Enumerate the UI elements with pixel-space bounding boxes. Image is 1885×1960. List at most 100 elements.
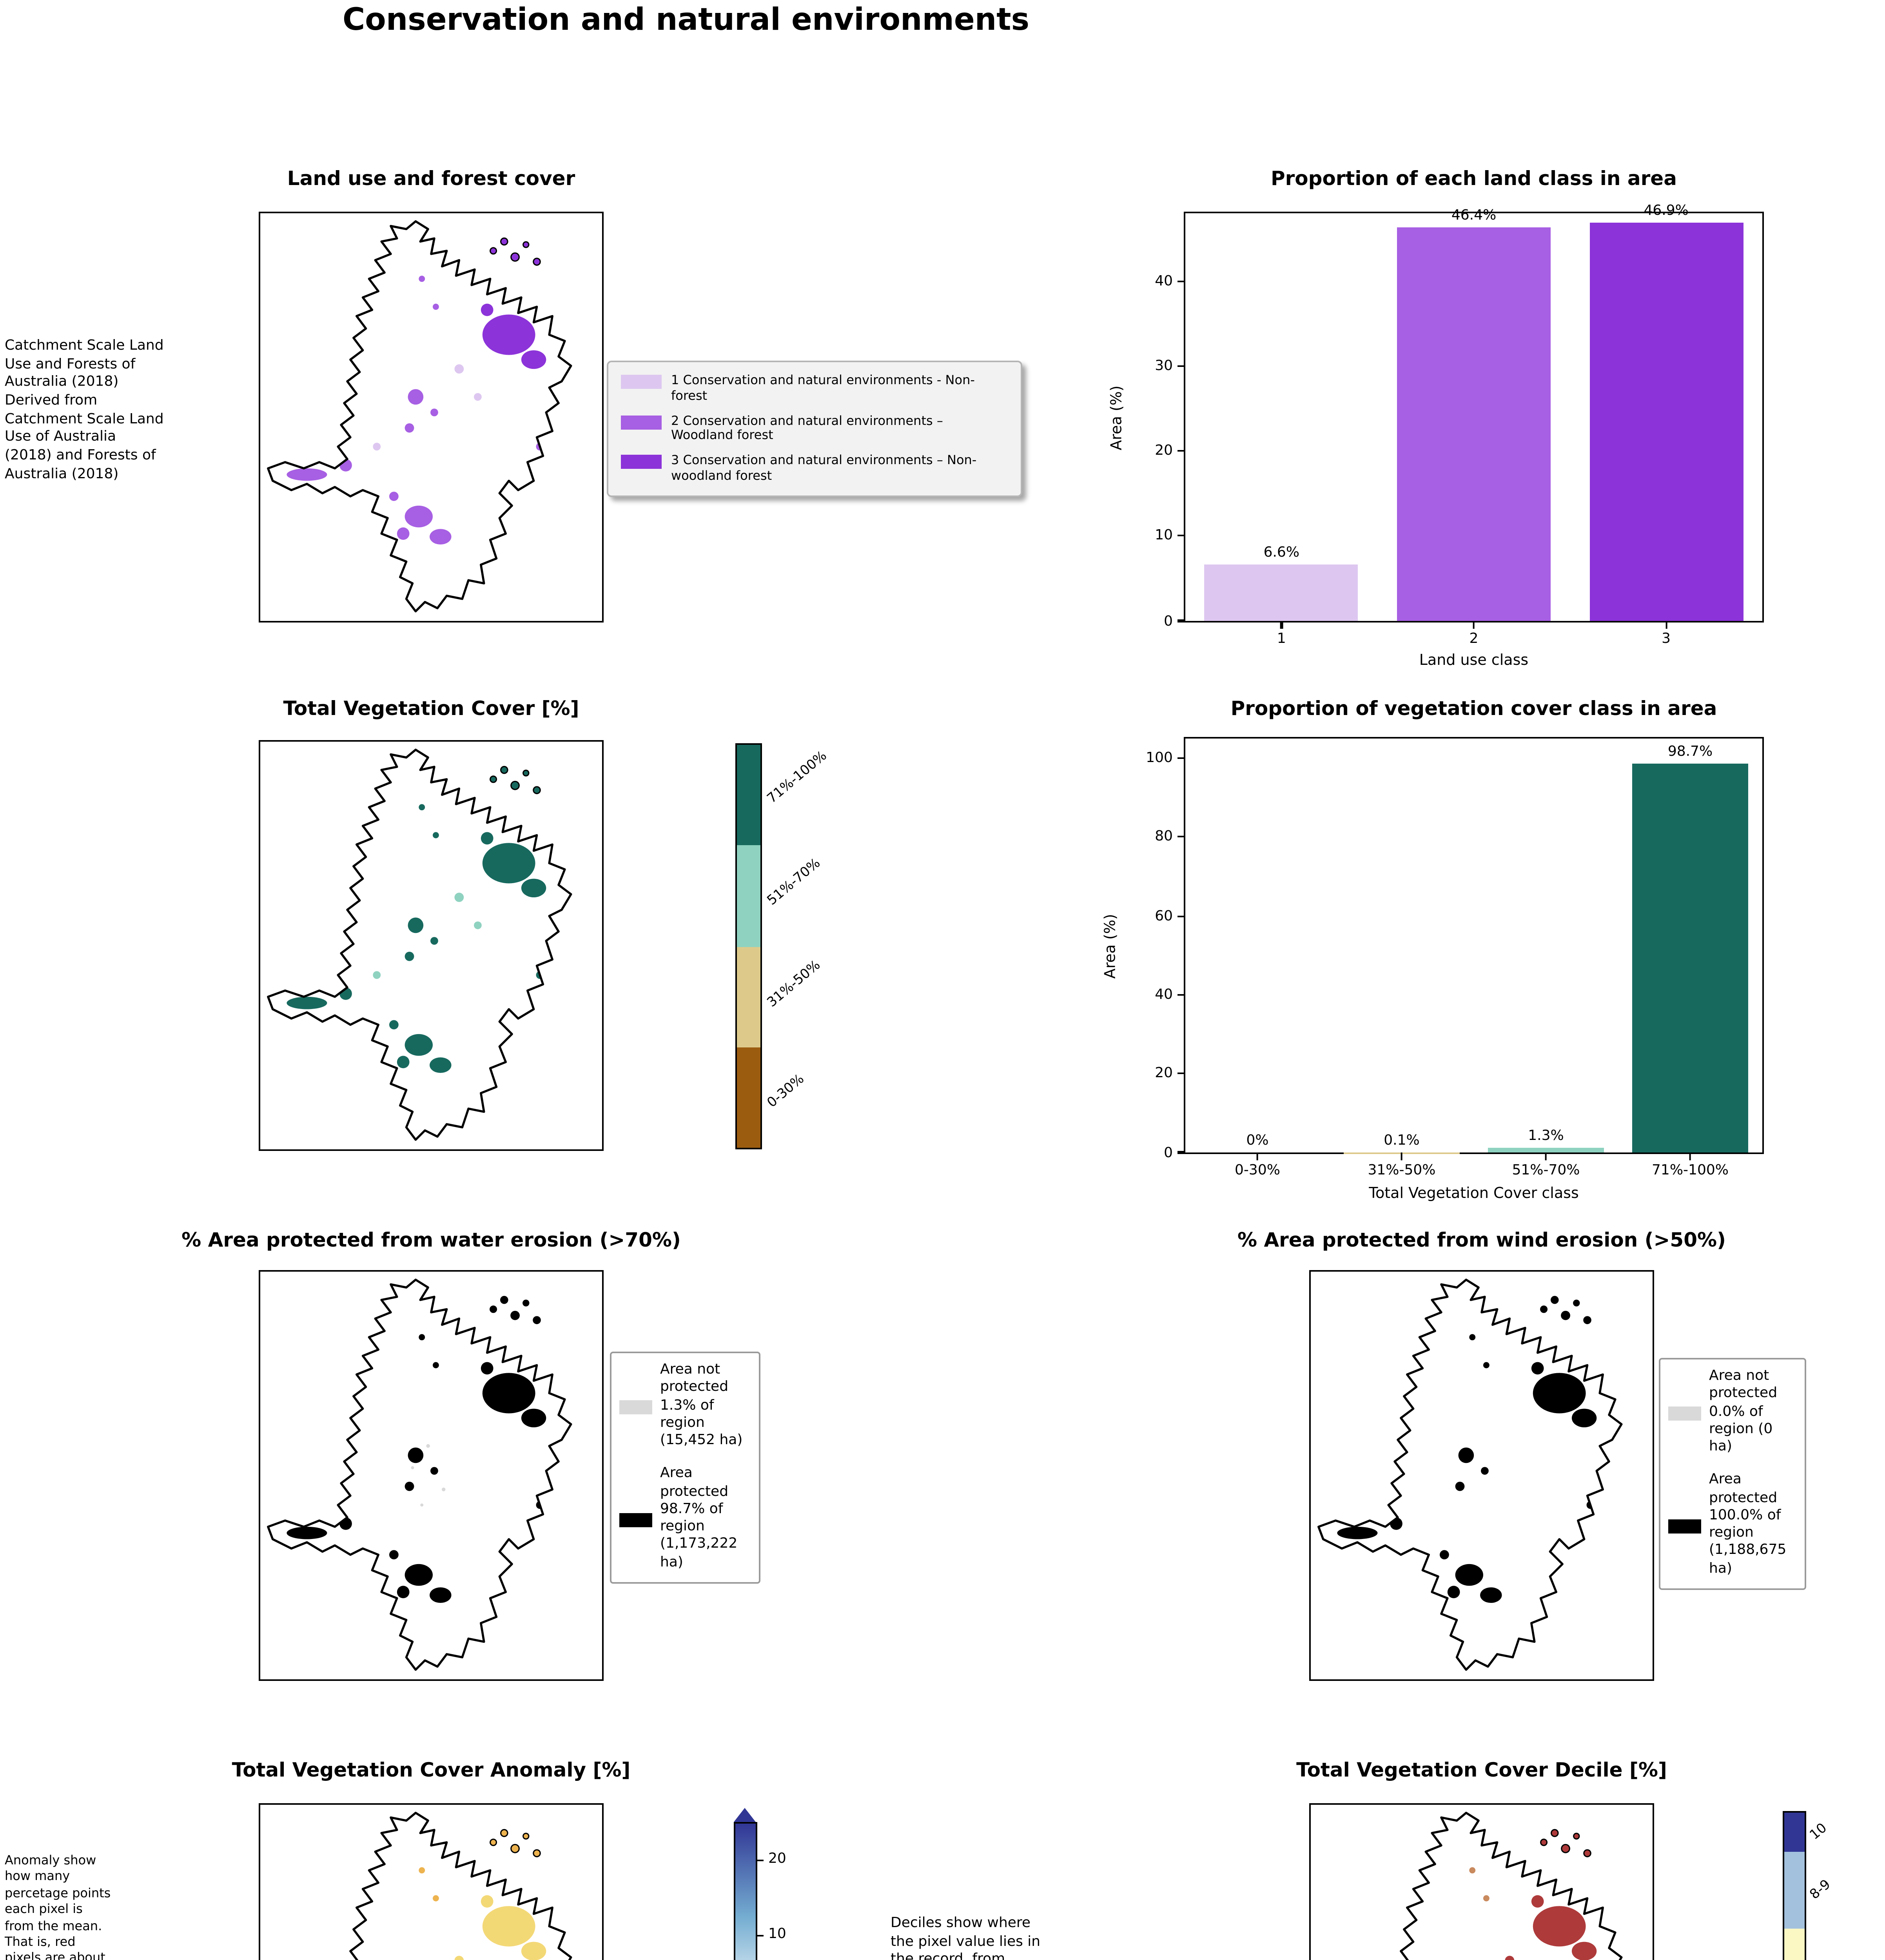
- land-class-3-swatch: [621, 455, 662, 469]
- legend-item: 2 Conservation and natural environments …: [621, 413, 1008, 444]
- y-tick-label: 40: [1155, 987, 1173, 1004]
- land-use-map-title: Land use and forest cover: [287, 166, 575, 190]
- wind-erosion-patches: [1337, 1334, 1597, 1603]
- y-tick-label: 10: [1155, 529, 1173, 545]
- bar-value-label: 1.3%: [1528, 1128, 1564, 1144]
- veg-31-50-segment: [737, 946, 760, 1047]
- veg-class-chart-xlabel: Total Vegetation Cover class: [1369, 1185, 1579, 1203]
- y-axis-tick: [1177, 915, 1185, 917]
- x-axis-tick: [1256, 1152, 1259, 1160]
- protected-swatch: [619, 1512, 652, 1526]
- bar-value-label: 0%: [1246, 1134, 1269, 1149]
- anomaly-map-title: Total Vegetation Cover Anomaly [%]: [232, 1758, 631, 1781]
- wind-erosion-map: [1304, 1270, 1654, 1686]
- anomaly-map: [254, 1803, 604, 1960]
- decile-map-svg: [1304, 1805, 1653, 1960]
- decile-colorbar-label: 8-9: [1807, 1877, 1834, 1904]
- y-tick-label: 0: [1164, 1145, 1173, 1161]
- bar-value-label: 46.9%: [1644, 203, 1689, 220]
- y-tick-label: 20: [1155, 1066, 1173, 1082]
- y-tick-label: 60: [1155, 909, 1173, 925]
- y-tick-label: 40: [1155, 274, 1173, 290]
- veg-colorbar-label: 71%-100%: [765, 748, 831, 808]
- bar-3: [1589, 222, 1743, 621]
- land-use-patches: [287, 276, 546, 545]
- x-axis-tick: [1280, 621, 1283, 628]
- not-protected-swatch: [1668, 1406, 1701, 1420]
- x-tick-label: 51%-70%: [1512, 1163, 1580, 1179]
- x-tick-label: 0-30%: [1235, 1163, 1280, 1179]
- y-tick-label: 100: [1146, 751, 1173, 767]
- legend-label: 2 Conservation and natural environments …: [671, 413, 943, 443]
- anomaly-patches: [287, 1867, 546, 1960]
- offshore-islands: [490, 237, 541, 266]
- land-use-map: [254, 212, 604, 627]
- y-axis-tick: [1177, 365, 1185, 367]
- y-tick-label: 80: [1155, 830, 1173, 846]
- veg-class-chart-title: Proportion of vegetation cover class in …: [1230, 696, 1717, 720]
- y-tick-label: 0: [1164, 614, 1173, 630]
- decile-map-title: Total Vegetation Cover Decile [%]: [1296, 1758, 1667, 1781]
- veg-colorbar-label: 51%-70%: [765, 856, 824, 909]
- bar-51%-70%: [1488, 1147, 1604, 1152]
- page-title: Conservation and natural environments: [342, 2, 1030, 38]
- bar-1: [1205, 565, 1359, 621]
- wind-erosion-title: % Area protected from wind erosion (>50%…: [1237, 1228, 1726, 1251]
- y-axis-tick: [1177, 535, 1185, 537]
- y-axis-tick: [1177, 994, 1185, 996]
- y-axis-tick: [1177, 280, 1185, 282]
- offshore-islands: [490, 1829, 541, 1857]
- decile-8-9-segment: [1784, 1851, 1805, 1929]
- water-erosion-legend: Area not protected 1.3% of region (15,45…: [610, 1352, 760, 1583]
- anomaly-note: Anomaly show how many percetage points e…: [5, 1853, 111, 1960]
- x-tick-label: 31%-50%: [1368, 1163, 1436, 1179]
- y-axis-tick: [1177, 450, 1185, 452]
- legend-label: Area protected 98.7% of region (1,173,22…: [660, 1466, 738, 1570]
- legend-item: Area not protected 0.0% of region (0 ha): [1668, 1369, 1797, 1457]
- veg-0-30-segment: [737, 1047, 760, 1148]
- decile-colorbar: [1783, 1811, 1806, 1960]
- decile-map: [1304, 1803, 1654, 1960]
- x-tick-label: 3: [1662, 632, 1671, 648]
- water-erosion-map-svg: [254, 1272, 602, 1686]
- veg-cover-map-title: Total Vegetation Cover [%]: [283, 696, 579, 720]
- veg-cover-map-svg: [254, 742, 602, 1156]
- offshore-islands: [1540, 1829, 1591, 1857]
- y-axis-tick: [1177, 620, 1185, 622]
- veg-colorbar-label: 31%-50%: [765, 958, 824, 1011]
- x-tick-label: 1: [1277, 632, 1286, 648]
- legend-label: Area protected 100.0% of region (1,188,6…: [1709, 1473, 1787, 1577]
- x-axis-tick: [1665, 621, 1667, 628]
- anomaly-tick: 10: [768, 1927, 786, 1943]
- veg-class-bar-chart: 0 20 40 60 80 100 0% 0-30% 0.1% 31%-50% 1.3% 51%-70…: [1146, 737, 1764, 1179]
- land-class-chart-ylabel: Area (%): [1109, 385, 1127, 450]
- water-erosion-title: % Area protected from water erosion (>70…: [181, 1228, 681, 1251]
- x-axis-tick: [1401, 1152, 1403, 1160]
- veg-class-chart-ylabel: Area (%): [1103, 913, 1121, 978]
- legend-label: Area not protected 1.3% of region (15,45…: [660, 1363, 743, 1449]
- bar-2: [1397, 227, 1551, 621]
- land-class-bar-chart: 0 10 20 30 40 6.6% 1 46.4% 2 46.9% 3: [1155, 204, 1764, 648]
- bar-value-label: 6.6%: [1263, 546, 1300, 562]
- decile-note: Deciles show where the pixel value lies …: [891, 1916, 1041, 1960]
- bar-value-label: 46.4%: [1451, 208, 1497, 224]
- veg-51-70-segment: [737, 846, 760, 946]
- y-axis-tick: [1177, 757, 1185, 759]
- anomaly-map-svg: [254, 1805, 602, 1960]
- veg-cover-patches: [287, 804, 546, 1073]
- y-axis-tick: [1177, 1073, 1185, 1075]
- wind-erosion-map-svg: [1304, 1272, 1653, 1686]
- legend-item: Area protected 98.7% of region (1,173,22…: [619, 1466, 751, 1572]
- decile-colorbar-label: 10: [1807, 1820, 1831, 1844]
- legend-item: Area protected 100.0% of region (1,188,6…: [1668, 1473, 1797, 1579]
- x-axis-tick: [1545, 1152, 1547, 1160]
- bar-71%-100%: [1632, 763, 1748, 1152]
- decile-patches: [1337, 1867, 1597, 1960]
- legend-label: 1 Conservation and natural environments …: [671, 373, 975, 403]
- legend-label: 3 Conservation and natural environments …: [671, 453, 977, 483]
- y-axis-tick: [1177, 836, 1185, 838]
- land-class-chart-title: Proportion of each land class in area: [1271, 166, 1677, 190]
- legend-item: 3 Conservation and natural environments …: [621, 453, 1008, 484]
- water-erosion-map: [254, 1270, 604, 1686]
